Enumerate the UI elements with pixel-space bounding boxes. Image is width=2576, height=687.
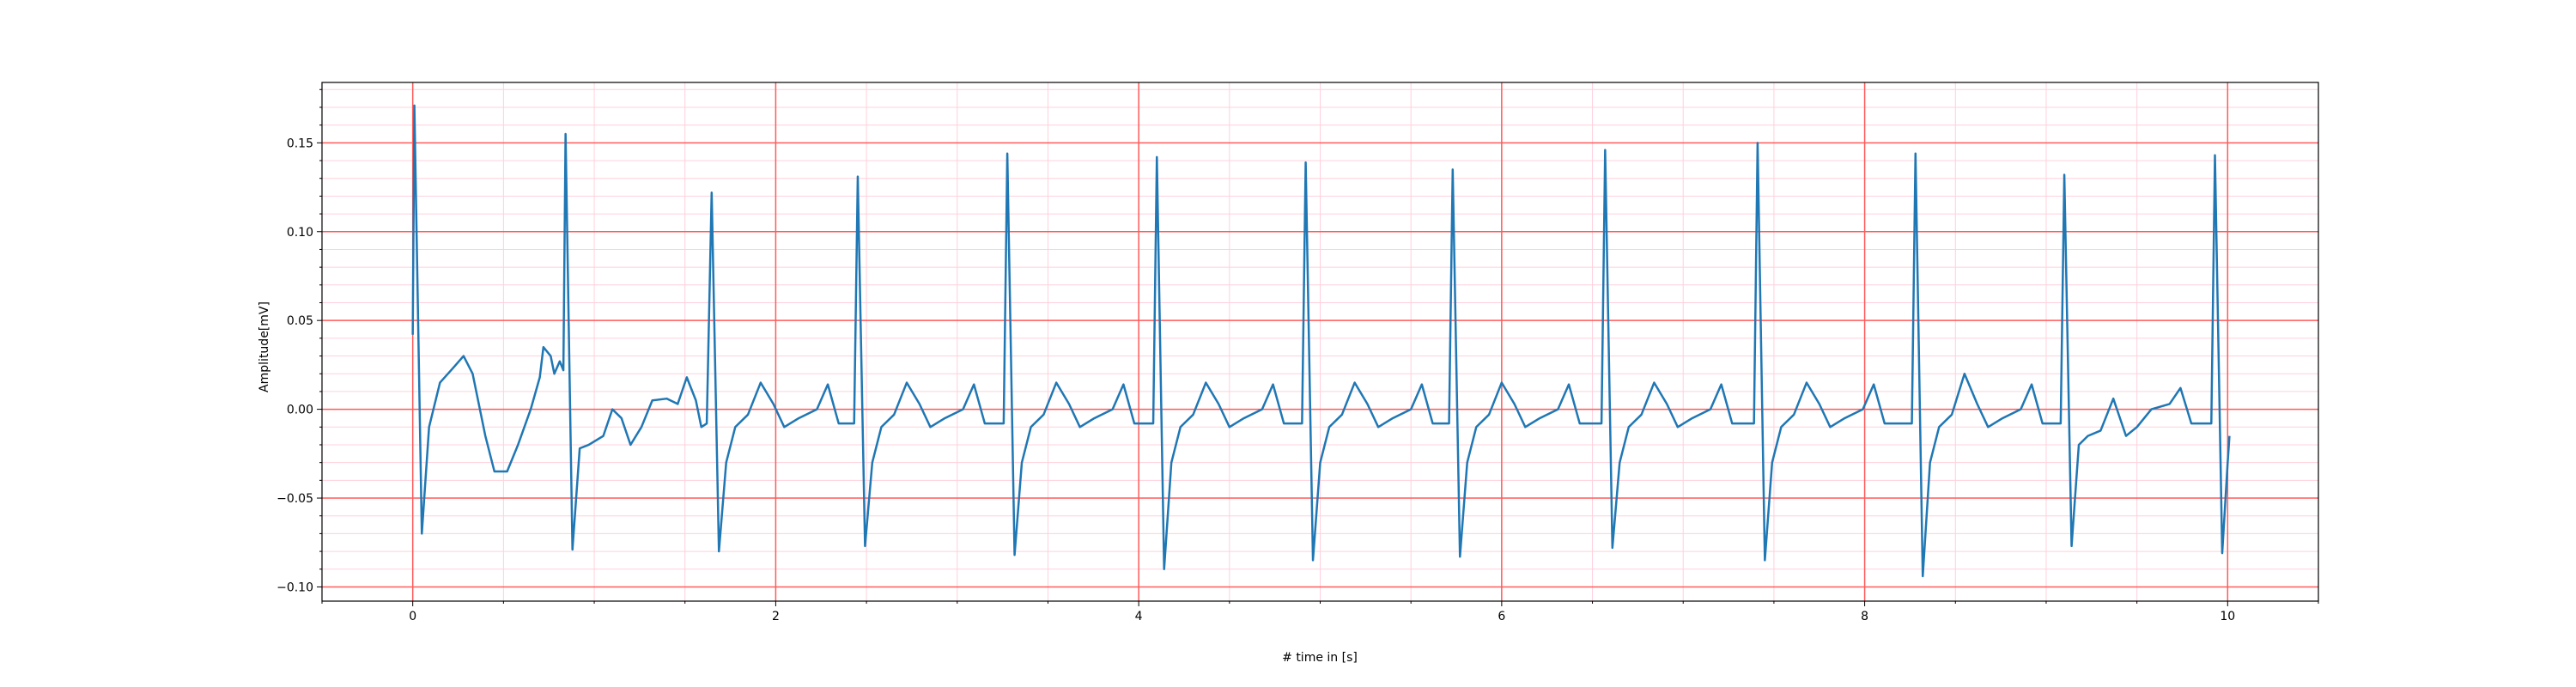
y-tick-label: −0.05 bbox=[276, 492, 313, 506]
x-tick-label: 2 bbox=[772, 610, 780, 623]
x-tick-label: 8 bbox=[1861, 610, 1868, 623]
y-axis-label: Amplitude[mV] bbox=[258, 301, 271, 392]
x-tick-label: 4 bbox=[1135, 610, 1143, 623]
y-tick-label: 0.00 bbox=[287, 404, 313, 417]
plot-frame bbox=[321, 82, 2319, 602]
x-tick-label: 6 bbox=[1498, 610, 1505, 623]
x-axis-label: # time in [s] bbox=[1282, 651, 1358, 665]
y-tick-label: 0.05 bbox=[287, 314, 313, 328]
x-tick-label: 0 bbox=[409, 610, 416, 623]
y-tick-label: 0.10 bbox=[287, 226, 313, 240]
y-tick-label: 0.15 bbox=[287, 137, 313, 150]
y-tick-label: −0.10 bbox=[276, 581, 313, 594]
ecg-line bbox=[411, 104, 2231, 578]
x-tick-label: 10 bbox=[2220, 610, 2235, 623]
